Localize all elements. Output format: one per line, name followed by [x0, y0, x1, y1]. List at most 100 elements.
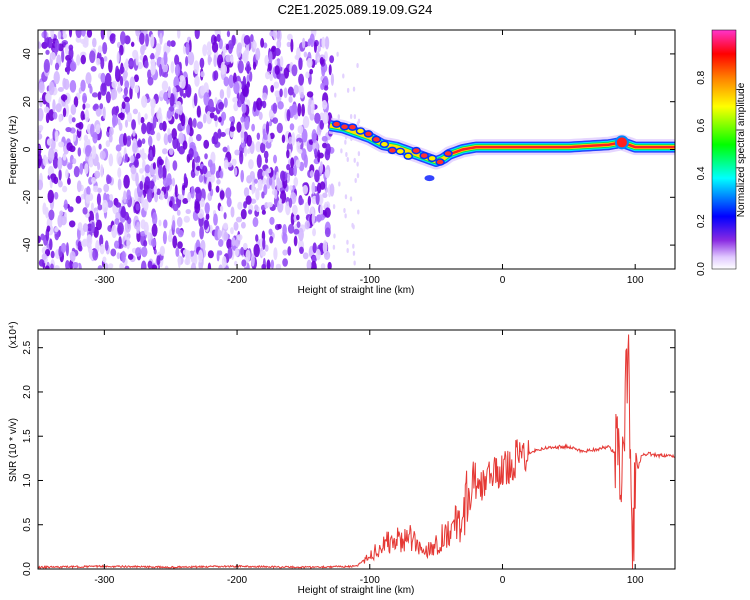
- noise-speckle: [107, 263, 114, 269]
- noise-speckle: [50, 51, 56, 61]
- noise-speckle: [307, 38, 314, 45]
- noise-speckle: [263, 150, 269, 159]
- noise-speckle: [95, 212, 99, 222]
- noise-speckle: [67, 206, 74, 213]
- noise-speckle: [218, 116, 222, 123]
- noise-speckle: [187, 192, 191, 202]
- noise-speckle: [117, 178, 122, 191]
- noise-speckle: [38, 124, 44, 132]
- noise-speckle: [206, 50, 212, 56]
- noise-speckle: [273, 81, 280, 89]
- ridge-blob: [427, 154, 437, 163]
- noise-speckle: [67, 177, 71, 185]
- noise-speckle: [325, 143, 331, 156]
- noise-speckle: [108, 59, 113, 73]
- noise-speckle: [103, 183, 110, 193]
- noise-speckle: [254, 204, 259, 211]
- noise-speckle: [116, 151, 123, 165]
- noise-speckle: [150, 98, 156, 109]
- noise-speckle: [82, 223, 89, 233]
- noise-speckle: [223, 76, 230, 87]
- noise-speckle: [175, 247, 180, 258]
- noise-speckle: [170, 40, 176, 47]
- noise-speckle: [58, 141, 65, 148]
- noise-speckle: [352, 250, 356, 256]
- noise-speckle: [185, 209, 191, 215]
- noise-speckle: [229, 116, 234, 122]
- noise-speckle: [311, 255, 317, 263]
- noise-speckle: [268, 51, 273, 64]
- noise-speckle: [123, 61, 129, 69]
- noise-speckle: [240, 208, 247, 220]
- noise-speckle: [213, 213, 218, 226]
- noise-speckle: [101, 199, 109, 213]
- noise-speckle: [183, 173, 187, 185]
- noise-speckle: [180, 113, 186, 127]
- noise-speckle: [86, 30, 93, 38]
- noise-speckle: [213, 115, 218, 122]
- noise-speckle: [293, 84, 299, 95]
- noise-speckle: [57, 86, 64, 92]
- noise-speckle: [52, 99, 56, 113]
- noise-speckle: [38, 81, 45, 94]
- noise-speckle: [234, 247, 240, 257]
- noise-speckle: [282, 258, 288, 267]
- noise-speckle: [221, 111, 227, 121]
- noise-speckle: [126, 135, 132, 141]
- noise-speckle: [311, 129, 317, 143]
- noise-speckle: [45, 93, 50, 103]
- noise-speckle: [47, 189, 55, 204]
- noise-speckle: [320, 82, 325, 91]
- noise-speckle: [221, 255, 227, 269]
- noise-speckle: [106, 199, 114, 208]
- noise-speckle: [262, 237, 266, 250]
- noise-speckle: [198, 249, 204, 263]
- noise-speckle: [321, 135, 328, 142]
- noise-speckle: [123, 132, 127, 146]
- noise-speckle: [357, 118, 361, 124]
- noise-speckle: [292, 204, 298, 216]
- noise-speckle: [261, 209, 266, 215]
- noise-speckle: [199, 225, 204, 240]
- noise-speckle: [166, 40, 172, 48]
- noise-speckle: [356, 173, 360, 179]
- noise-speckle: [196, 155, 201, 163]
- noise-speckle: [105, 91, 111, 104]
- noise-speckle: [90, 65, 97, 72]
- noise-speckle: [72, 132, 76, 142]
- noise-speckle: [293, 177, 299, 187]
- noise-speckle: [125, 101, 131, 116]
- ridge-blob: [403, 152, 414, 160]
- noise-speckle: [108, 133, 113, 143]
- noise-speckle: [120, 264, 125, 269]
- noise-speckle: [58, 168, 62, 181]
- noise-speckle: [81, 240, 88, 247]
- noise-speckle: [119, 65, 125, 74]
- noise-speckle: [288, 95, 293, 103]
- noise-speckle: [86, 186, 91, 196]
- noise-speckle: [121, 107, 126, 114]
- noise-speckle: [235, 216, 243, 223]
- noise-speckle: [240, 169, 245, 183]
- noise-speckle: [322, 192, 328, 199]
- noise-speckle: [213, 36, 218, 43]
- noise-speckle: [75, 195, 82, 204]
- noise-speckle: [219, 89, 225, 99]
- noise-speckle: [158, 107, 162, 116]
- noise-speckle: [167, 86, 171, 99]
- noise-speckle: [115, 144, 122, 152]
- noise-speckle: [223, 212, 227, 220]
- noise-speckle: [297, 125, 304, 134]
- noise-speckle: [245, 249, 251, 262]
- noise-speckle: [68, 47, 74, 60]
- noise-speckle: [150, 58, 156, 66]
- noise-speckle: [104, 240, 109, 251]
- noise-speckle: [130, 155, 135, 163]
- noise-speckle: [269, 235, 274, 244]
- noise-speckle: [174, 54, 180, 66]
- noise-speckle: [79, 162, 84, 175]
- noise-speckle: [193, 60, 200, 75]
- noise-speckle: [105, 140, 111, 148]
- noise-speckle: [69, 80, 77, 93]
- noise-speckle: [119, 31, 126, 45]
